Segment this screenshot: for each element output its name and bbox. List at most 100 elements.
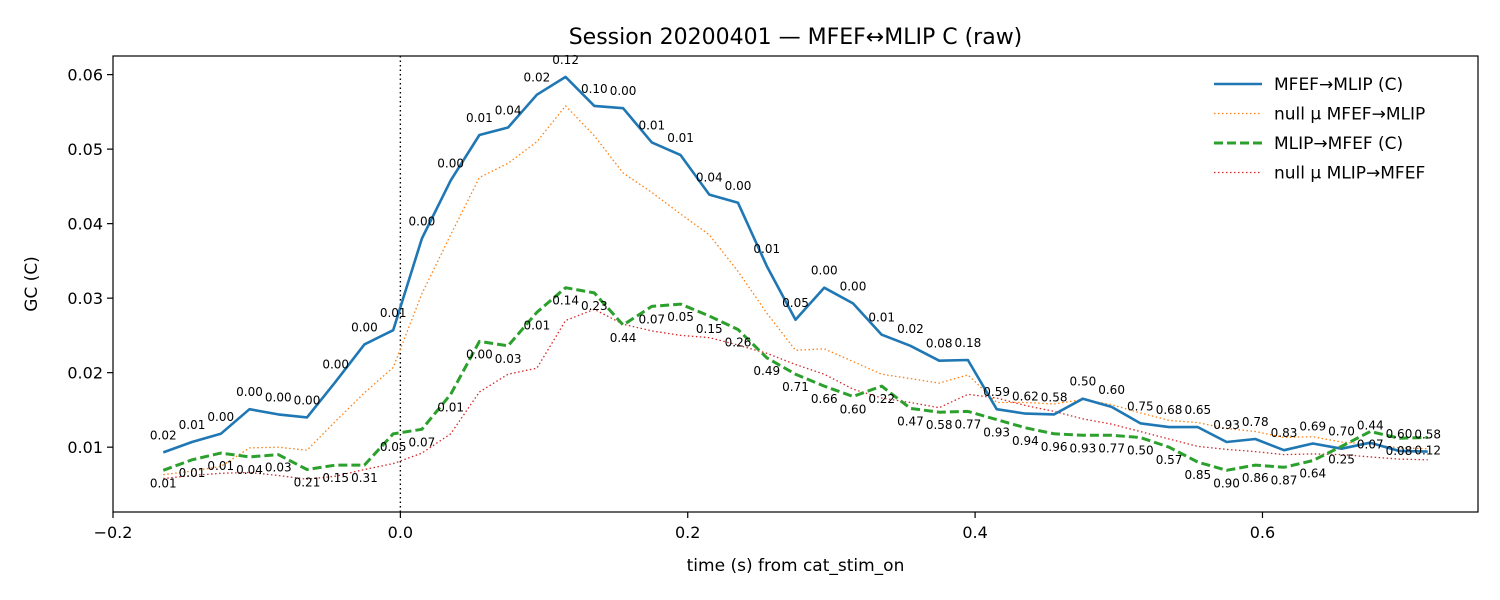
x-tick-label: 0.4	[962, 523, 987, 542]
p-value-label: 0.00	[294, 393, 321, 407]
p-value-label: 0.01	[380, 306, 407, 320]
p-value-label: 0.23	[581, 299, 608, 313]
chart-title: Session 20200401 — MFEF↔MLIP C (raw)	[569, 25, 1023, 50]
p-value-label: 0.93	[1213, 418, 1240, 432]
x-tick-label: 0.0	[388, 523, 413, 542]
p-value-label: 0.00	[322, 358, 349, 372]
p-value-label: 0.00	[610, 84, 637, 98]
p-value-label: 0.00	[466, 347, 493, 361]
p-value-label: 0.00	[207, 410, 234, 424]
p-value-label: 0.59	[983, 385, 1010, 399]
p-value-label: 0.69	[1299, 419, 1326, 433]
p-value-label: 0.00	[236, 385, 263, 399]
p-value-label: 0.25	[1328, 452, 1355, 466]
p-value-label: 0.87	[1271, 473, 1298, 487]
p-value-label: 0.58	[1041, 390, 1068, 404]
p-value-label: 0.31	[351, 471, 378, 485]
series-line-3	[163, 308, 1428, 480]
p-value-label: 0.15	[322, 471, 349, 485]
p-value-label: 0.14	[552, 294, 579, 308]
p-value-label: 0.08	[1386, 444, 1413, 458]
axes: −0.2 0.0 0.2 0.4 0.60.010.020.030.040.050.06	[67, 66, 1275, 542]
p-value-label: 0.00	[840, 279, 867, 293]
p-value-label: 0.01	[667, 131, 694, 145]
p-value-label: 0.21	[294, 476, 321, 490]
p-value-label: 0.05	[667, 310, 694, 324]
p-value-label: 0.00	[409, 215, 436, 229]
p-value-label: 0.66	[811, 392, 838, 406]
series-line-0	[162, 75, 1428, 454]
p-value-label: 0.02	[897, 322, 924, 336]
p-value-label: 0.01	[868, 311, 895, 325]
p-value-label: 0.83	[1271, 426, 1298, 440]
p-value-label: 0.02	[150, 428, 177, 442]
plot-frame	[112, 55, 1479, 513]
p-value-label: 0.44	[1357, 419, 1384, 433]
p-value-label: 0.64	[1299, 467, 1326, 481]
p-value-label: 0.01	[207, 459, 234, 473]
y-tick-label: 0.06	[67, 66, 103, 85]
p-value-label: 0.05	[380, 440, 407, 454]
p-value-label: 0.05	[782, 296, 809, 310]
p-value-label: 0.57	[1156, 453, 1183, 467]
legend-label: null μ MFEF→MLIP	[1274, 105, 1425, 125]
x-axis-label: time (s) from cat_stim_on	[687, 556, 905, 576]
y-tick-label: 0.02	[67, 364, 103, 383]
p-value-label: 0.15	[696, 322, 723, 336]
p-value-label: 0.26	[725, 335, 752, 349]
p-value-label: 0.94	[1012, 434, 1039, 448]
p-value-label: 0.93	[983, 426, 1010, 440]
p-value-label: 0.85	[1184, 468, 1211, 482]
p-value-label: 0.04	[696, 171, 723, 185]
legend-label: MLIP→MFEF (C)	[1274, 134, 1403, 154]
p-value-label: 0.60	[1386, 427, 1413, 441]
p-value-label: 0.03	[495, 352, 522, 366]
p-value-label: 0.75	[1127, 399, 1154, 413]
p-value-label: 0.50	[1070, 375, 1097, 389]
p-value-label: 0.01	[150, 476, 177, 490]
p-value-label: 0.60	[1098, 383, 1125, 397]
p-value-label: 0.96	[1041, 440, 1068, 454]
y-tick-label: 0.03	[67, 289, 103, 308]
p-value-label: 0.00	[437, 156, 464, 170]
p-value-label: 0.70	[1328, 425, 1355, 439]
x-tick-label: 0.2	[675, 523, 700, 542]
p-value-label: 0.49	[753, 364, 780, 378]
p-value-label: 0.02	[524, 71, 551, 85]
series-line-2	[162, 286, 1428, 472]
p-value-label: 0.78	[1242, 415, 1269, 429]
p-value-label: 0.01	[466, 111, 493, 125]
p-value-label: 0.07	[1357, 438, 1384, 452]
p-value-label: 0.86	[1242, 471, 1269, 485]
p-value-label: 0.58	[926, 418, 953, 432]
p-value-label: 0.01	[753, 242, 780, 256]
p-value-label: 0.07	[638, 312, 665, 326]
y-tick-label: 0.04	[67, 215, 103, 234]
plot-area: 0.020.010.000.00 0.00 0.000.000.000.010.00…	[150, 53, 1441, 512]
p-value-label: 0.22	[868, 392, 895, 406]
p-value-label: 0.03	[265, 461, 292, 475]
p-value-label: 0.50	[1127, 443, 1154, 457]
p-value-label: 0.60	[840, 403, 867, 417]
y-tick-label: 0.01	[67, 438, 103, 457]
y-tick-label: 0.05	[67, 140, 103, 159]
p-value-label: 0.01	[524, 318, 551, 332]
p-value-label: 0.65	[1184, 403, 1211, 417]
x-tick-label: 0.6	[1250, 523, 1275, 542]
x-tick-label: −0.2	[94, 523, 133, 542]
p-value-label: 0.93	[1070, 441, 1097, 455]
p-value-label: 0.00	[811, 264, 838, 278]
p-value-label: 0.00	[725, 179, 752, 193]
p-value-label: 0.68	[1156, 403, 1183, 417]
p-value-label: 0.01	[638, 118, 665, 132]
p-value-label: 0.77	[955, 417, 982, 431]
p-value-label: 0.47	[897, 414, 924, 428]
p-value-label: 0.07	[409, 435, 436, 449]
p-value-label: 0.77	[1098, 441, 1125, 455]
p-value-label: 0.12	[552, 53, 579, 67]
legend-label: MFEF→MLIP (C)	[1274, 75, 1403, 95]
p-value-label: 0.90	[1213, 476, 1240, 490]
p-value-label: 0.08	[926, 337, 953, 351]
p-value-label: 0.71	[782, 380, 809, 394]
